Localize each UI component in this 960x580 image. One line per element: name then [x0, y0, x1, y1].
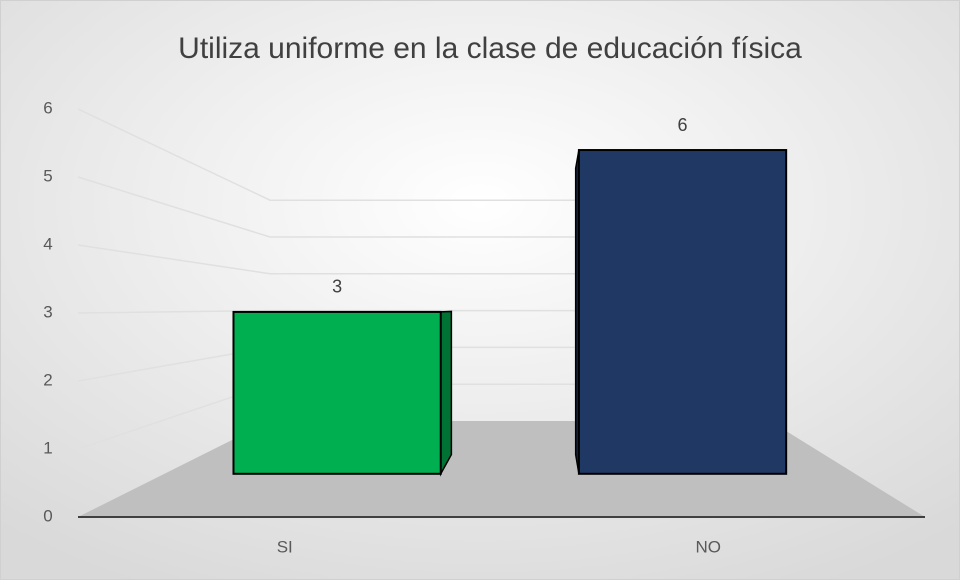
- bar: [577, 149, 788, 475]
- y-tick-label: 5: [43, 166, 52, 185]
- chart-title: Utiliza uniforme en la clase de educació…: [178, 32, 802, 65]
- y-tick-label: 6: [43, 98, 52, 117]
- bar: [232, 310, 442, 475]
- y-tick-label: 0: [43, 506, 52, 525]
- y-tick-label: 3: [43, 302, 52, 321]
- y-tick-label: 4: [43, 234, 52, 253]
- data-label: 3: [332, 277, 342, 297]
- y-tick-label: 2: [43, 370, 52, 389]
- data-label: 6: [678, 115, 688, 135]
- x-tick-label: NO: [696, 537, 722, 556]
- y-tick-label: 1: [43, 438, 52, 457]
- x-tick-label: SI: [277, 537, 293, 556]
- bar-side-shade: [440, 311, 452, 474]
